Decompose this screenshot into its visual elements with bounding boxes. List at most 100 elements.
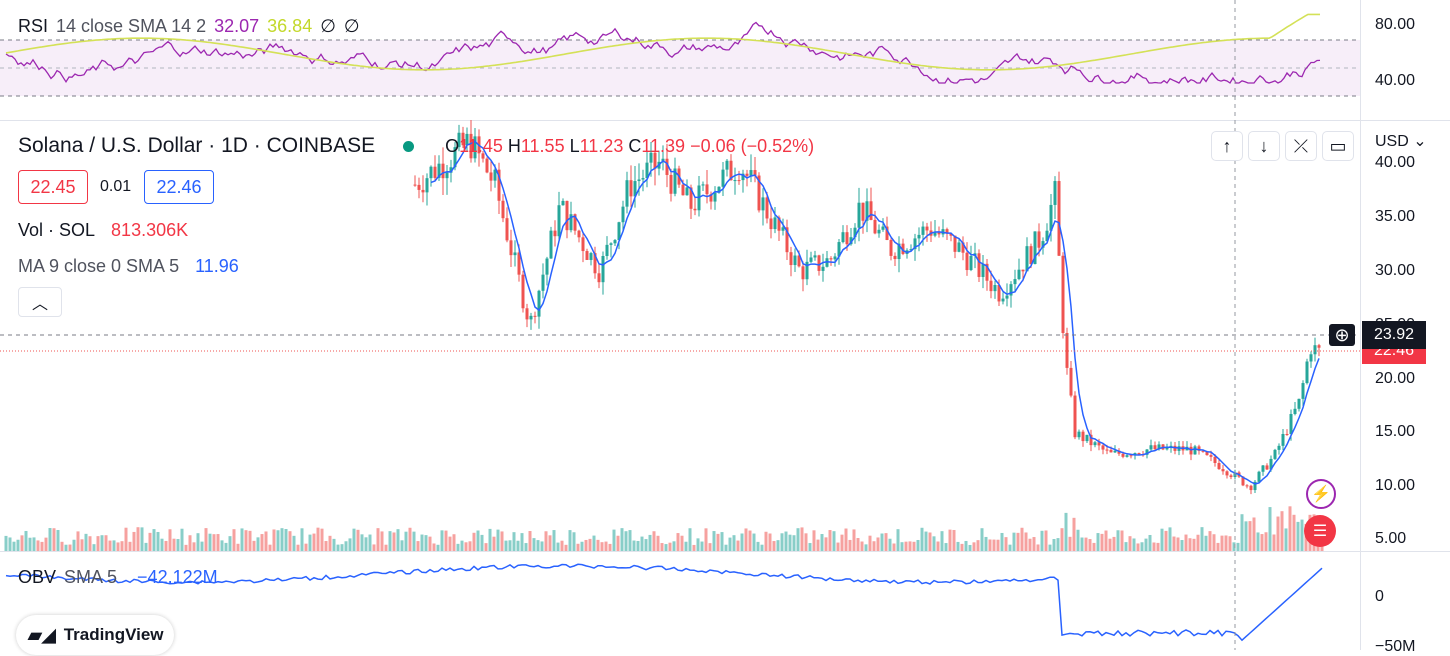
obv-pane[interactable] — [0, 552, 1360, 650]
volume-bar — [548, 535, 552, 551]
move-up-button[interactable]: ↑ — [1211, 131, 1243, 161]
volume-bar — [436, 544, 440, 551]
candle-body — [1157, 444, 1161, 450]
candle-body — [733, 180, 737, 182]
obv-axis[interactable]: 0 −50M — [1360, 552, 1450, 655]
volume-bar — [776, 540, 780, 551]
rsi-pane[interactable] — [0, 0, 1360, 120]
buy-price-button[interactable]: 22.46 — [144, 170, 214, 204]
maximize-pane-button[interactable]: ▭ — [1322, 131, 1354, 161]
candle-body — [669, 174, 673, 194]
ma-line — [430, 140, 1320, 485]
volume-bar — [1184, 534, 1188, 551]
rsi-axis[interactable]: 80.00 40.00 — [1360, 0, 1450, 120]
chevron-up-icon: ︿ — [31, 296, 48, 313]
main-chart-pane[interactable] — [0, 120, 1360, 552]
candle-body — [885, 226, 889, 240]
plus-icon[interactable]: ⊕ — [1329, 324, 1355, 346]
candle-body — [649, 152, 653, 163]
candle-body — [569, 214, 573, 231]
symbol-title[interactable]: Solana / U.S. Dollar · 1D · COINBASE — [18, 134, 376, 157]
eye-off-icon[interactable]: ∅ — [343, 16, 360, 36]
volume-bar — [160, 538, 164, 551]
candle-body — [525, 308, 529, 320]
volume-bar — [704, 528, 708, 551]
candle-body — [1061, 255, 1065, 333]
candle-body — [665, 158, 669, 175]
tradingview-logo[interactable]: ▰◢ TradingView — [16, 615, 174, 655]
volume-bar — [272, 529, 276, 551]
candle-body — [713, 192, 717, 202]
collapse-pane-button[interactable]: ⤫ — [1285, 131, 1317, 161]
us-flag-icon[interactable]: ☰ — [1304, 515, 1336, 547]
volume-bar — [148, 532, 152, 551]
volume-bar — [208, 533, 212, 551]
volume-legend[interactable]: Vol · SOL 813.306K — [18, 220, 188, 241]
candle-body — [757, 175, 761, 211]
candlesticks — [413, 120, 1321, 495]
candle-body — [457, 132, 461, 148]
volume-bar — [12, 541, 16, 551]
candle-body — [705, 184, 709, 195]
ma-legend[interactable]: MA 9 close 0 SMA 5 11.96 — [18, 256, 239, 277]
candle-body — [841, 232, 845, 243]
volume-bar — [724, 544, 728, 551]
volume-bar — [56, 530, 60, 551]
lightning-icon[interactable]: ⚡ — [1306, 479, 1336, 509]
volume-value: 813.306K — [111, 220, 189, 240]
volume-bar — [612, 529, 616, 551]
volume-bar — [1216, 542, 1220, 551]
candle-body — [617, 222, 621, 241]
volume-bar — [696, 538, 700, 551]
volume-bar — [1168, 527, 1172, 551]
candle-body — [1297, 398, 1301, 409]
collapse-legend-button[interactable]: ︿ — [18, 287, 62, 317]
candle-body — [877, 229, 881, 234]
sell-price-button[interactable]: 22.45 — [18, 170, 88, 204]
volume-bar — [792, 535, 796, 551]
volume-bar — [1164, 530, 1168, 551]
symbol-legend[interactable]: Solana / U.S. Dollar · 1D · COINBASE O11… — [18, 134, 814, 158]
candle-body — [801, 266, 805, 280]
volume-bar — [768, 533, 772, 551]
volume-bar — [416, 541, 420, 551]
candle-body — [545, 258, 549, 275]
volume-bar — [28, 537, 32, 551]
rsi-legend[interactable]: RSI 14 close SMA 14 2 32.07 36.84 ∅ ∅ — [18, 16, 360, 37]
obv-legend[interactable]: OBV SMA 5 −42.122M — [18, 567, 218, 588]
obv-line — [5, 563, 1323, 642]
volume-bar — [1100, 533, 1104, 551]
volume-bar — [644, 539, 648, 551]
candle-body — [625, 180, 629, 207]
volume-bar — [240, 528, 244, 551]
volume-bar — [688, 528, 692, 551]
candle-body — [1045, 230, 1049, 242]
volume-bar — [1208, 531, 1212, 551]
volume-bar — [144, 542, 148, 551]
currency-selector[interactable]: USD ⌄ — [1375, 131, 1427, 151]
candle-body — [1309, 354, 1313, 362]
move-down-button[interactable]: ↓ — [1248, 131, 1280, 161]
candle-body — [1197, 446, 1201, 451]
eye-off-icon[interactable]: ∅ — [320, 16, 336, 36]
candle-body — [1069, 367, 1073, 396]
candle-body — [925, 226, 929, 231]
volume-bar — [512, 532, 516, 551]
candle-body — [1257, 471, 1261, 482]
volume-bar — [476, 530, 480, 551]
candle-body — [845, 232, 849, 245]
candle-body — [869, 201, 873, 220]
candle-body — [481, 153, 485, 159]
pane-separator[interactable] — [0, 120, 1450, 121]
pane-separator[interactable] — [0, 551, 1450, 552]
volume-bar — [1188, 538, 1192, 551]
volume-bar — [168, 529, 172, 551]
volume-bar — [296, 544, 300, 551]
candle-body — [717, 186, 721, 193]
volume-bar — [364, 537, 368, 551]
volume-bar — [1016, 532, 1020, 551]
candle-body — [1029, 246, 1033, 265]
candle-body — [637, 179, 641, 182]
volume-bar — [200, 541, 204, 551]
candle-body — [1221, 469, 1225, 472]
